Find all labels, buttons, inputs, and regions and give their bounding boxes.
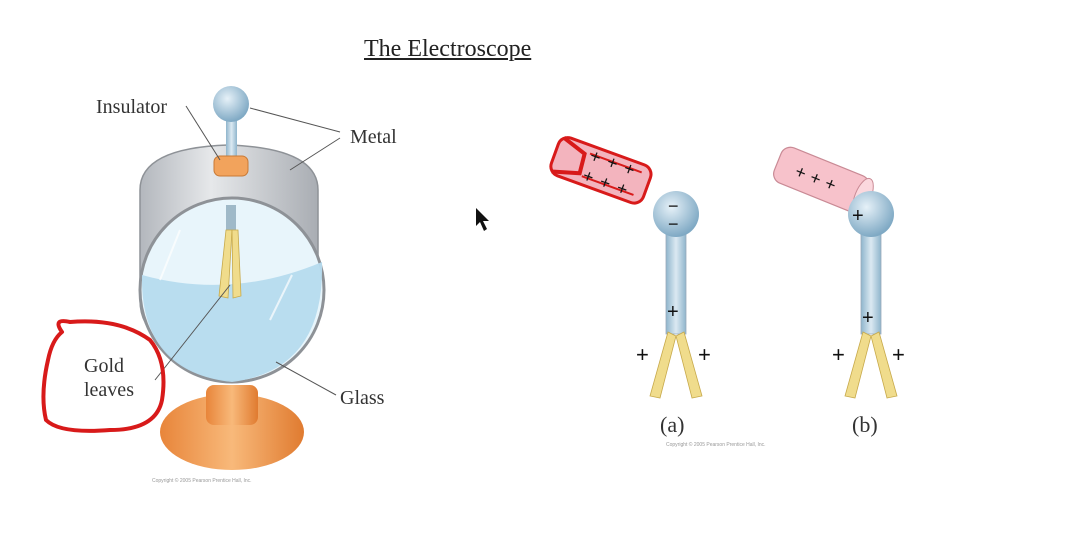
leaf-a-right [675, 331, 703, 399]
label-insulator: Insulator [96, 96, 167, 118]
red-annotation-circle [41, 319, 166, 433]
leaf-a-left [649, 331, 677, 399]
ball-a-charge-1: − [668, 196, 679, 216]
ball-b-charge: + [852, 205, 864, 227]
label-gold: Gold [84, 355, 124, 377]
copyright-left: Copyright © 2005 Pearson Prentice Hall, … [152, 477, 252, 484]
label-leaves: leaves [84, 379, 134, 401]
glass-lower [141, 262, 323, 382]
leaf-a-left-charge: + [636, 342, 649, 367]
caption-b: (b) [852, 412, 878, 437]
gold-leaf-right [231, 229, 242, 299]
panel-b: + + + + + + + (b) [773, 146, 905, 437]
base-neck [206, 385, 258, 425]
rod-a [549, 136, 653, 205]
inner-stem [226, 205, 236, 233]
electroscope-left: Insulator Metal Gold leaves Glass Copyri… [41, 86, 397, 484]
leaf-b-right-charge: + [892, 342, 905, 367]
ball-a [653, 191, 699, 237]
leaf-b-left-charge: + [832, 342, 845, 367]
ball-a-charge-2: − [668, 214, 679, 234]
top-rod [226, 118, 237, 160]
leaf-b-left [844, 331, 872, 399]
metal-ball [213, 86, 249, 122]
copyright-right: Copyright © 2005 Pearson Prentice Hall, … [666, 441, 766, 448]
caption-a: (a) [660, 412, 684, 437]
stem-a-charge: + [667, 301, 679, 323]
label-glass: Glass [340, 387, 385, 409]
leaf-b-right [870, 331, 898, 399]
ball-b [848, 191, 894, 237]
panel-a: + + + + + + − − + + + (a) [549, 136, 711, 437]
base [160, 394, 304, 470]
page-title: The Electroscope [364, 36, 532, 62]
mouse-cursor-icon [476, 208, 489, 231]
stem-b-charge: + [862, 307, 874, 329]
gold-leaf-left [218, 229, 233, 299]
insulator [213, 155, 249, 177]
leaf-a-right-charge: + [698, 342, 711, 367]
label-metal: Metal [350, 126, 397, 148]
